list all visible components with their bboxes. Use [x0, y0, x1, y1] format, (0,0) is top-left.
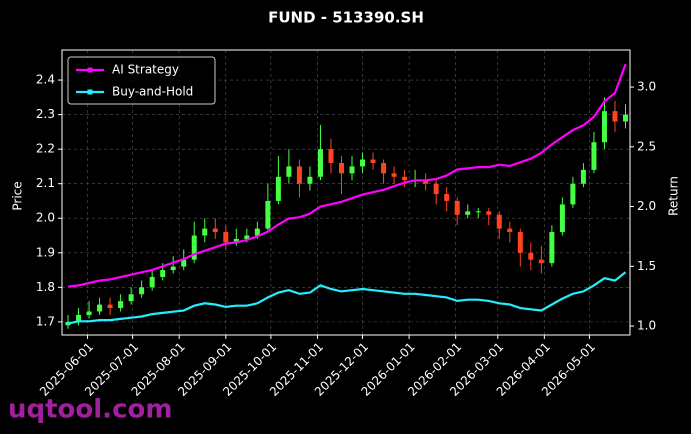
candle-body	[444, 194, 450, 201]
candle-body	[381, 162, 387, 174]
legend-box	[67, 56, 216, 105]
candle-body	[612, 111, 618, 122]
candle-body	[328, 149, 334, 163]
series-line	[67, 63, 627, 288]
candle-body	[486, 211, 492, 215]
candle-body	[349, 166, 355, 174]
y-tick-label: 2.0	[36, 211, 55, 225]
watermark: uqtool.com	[8, 395, 172, 425]
candle-body	[118, 301, 124, 309]
y-tick-label: 1.9	[36, 245, 55, 259]
y2-axis-label: Return	[667, 176, 681, 216]
candle-body	[286, 166, 292, 177]
candle-body	[549, 232, 555, 264]
candle-body	[622, 114, 628, 122]
candle-body	[454, 200, 460, 215]
y2-tick-label: 1.5	[637, 259, 656, 273]
candle-body	[402, 176, 408, 181]
candle-body	[528, 252, 534, 260]
candle-body	[254, 228, 260, 236]
y-tick-label: 2.1	[36, 176, 55, 190]
candle-body	[570, 183, 576, 205]
chart-title: FUND - 513390.SH	[268, 9, 424, 27]
candle-body	[370, 159, 376, 163]
candle-body	[233, 238, 239, 243]
candle-body	[475, 211, 481, 213]
series-line	[67, 271, 627, 325]
y2-tick-label: 2.5	[637, 139, 656, 153]
y-tick-label: 2.3	[36, 107, 55, 121]
candle-body	[181, 259, 187, 267]
candle-body	[465, 211, 471, 215]
candle-body	[517, 232, 523, 253]
candle-body	[338, 162, 344, 174]
candle-body	[97, 304, 103, 312]
y-tick-label: 2.2	[36, 142, 55, 156]
candle-body	[128, 294, 134, 302]
candle-body	[244, 235, 250, 239]
candle-body	[202, 228, 208, 236]
legend-label: AI Strategy	[112, 63, 179, 77]
y2-tick-label: 3.0	[637, 80, 656, 94]
candle-body	[496, 214, 502, 229]
candle-body	[223, 232, 229, 243]
candle-body	[538, 259, 544, 264]
candle-body	[507, 228, 513, 233]
y-axis-label: Price	[11, 181, 25, 210]
candle-body	[559, 204, 565, 233]
candle-body	[601, 111, 607, 143]
candle-body	[160, 270, 166, 277]
y-tick-label: 1.7	[36, 314, 55, 328]
candle-body	[265, 200, 271, 229]
candle-body	[580, 169, 586, 184]
y-tick-label: 1.8	[36, 280, 55, 294]
y2-tick-label: 1.0	[637, 319, 656, 333]
candle-body	[212, 228, 218, 233]
candle-body	[107, 304, 113, 309]
candle-body	[307, 176, 313, 184]
y-tick-label: 2.4	[36, 73, 55, 87]
candle-body	[139, 287, 145, 295]
legend-marker	[87, 89, 93, 95]
plot-frame	[61, 49, 631, 336]
candle-body	[149, 276, 155, 288]
candle-body	[317, 149, 323, 177]
candle-body	[170, 266, 176, 271]
y2-tick-label: 2.0	[637, 199, 656, 213]
candle-body	[423, 180, 429, 184]
candle-body	[86, 311, 92, 315]
legend-label: Buy-and-Hold	[112, 85, 193, 99]
candle-body	[433, 183, 439, 195]
candle-body	[296, 166, 302, 184]
candle-body	[360, 159, 366, 167]
candle-body	[391, 173, 397, 177]
candle-body	[76, 314, 82, 322]
candle-body	[591, 142, 597, 170]
candle-body	[275, 176, 281, 201]
candle-body	[191, 235, 197, 260]
legend-marker	[87, 67, 93, 73]
